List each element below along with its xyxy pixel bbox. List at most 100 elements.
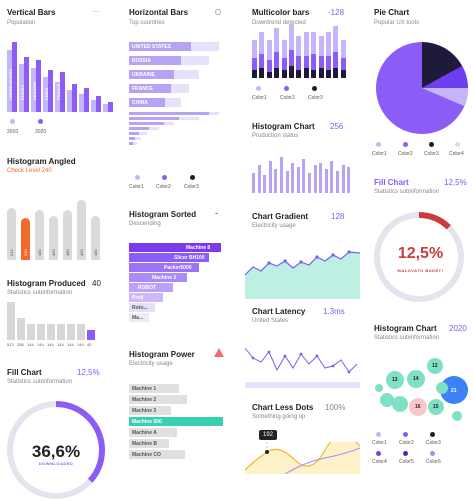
bar-2010 xyxy=(55,82,60,112)
bar-2020 xyxy=(108,102,113,112)
legend-label-3: Color3 xyxy=(426,440,441,446)
fill-ring-right xyxy=(374,212,464,302)
bar xyxy=(47,324,55,340)
fill-chart-right-card: Fill Chart 12,5% Statistics subinformati… xyxy=(367,172,474,312)
bar-segment xyxy=(333,52,339,68)
bar-main xyxy=(129,142,133,145)
bubble xyxy=(440,376,468,404)
bar xyxy=(280,157,283,193)
card-subtitle: Statistics subinformation xyxy=(374,335,440,341)
bar-main xyxy=(129,70,174,79)
bar-segment xyxy=(326,32,331,56)
legend-dot-1 xyxy=(376,142,381,147)
card-subtitle: Statistics subinformation xyxy=(7,290,73,296)
legend-label-2: Color2 xyxy=(156,184,171,190)
multicolor-bars-card: Multicolor bars -128 Downtrend detected … xyxy=(245,0,360,110)
legend-dot-1 xyxy=(376,432,381,437)
legend-dot-1 xyxy=(135,175,140,180)
bar-label: CHINA xyxy=(132,100,148,106)
bar-label: Machine A xyxy=(132,430,157,436)
legend-dot-6 xyxy=(430,451,435,456)
legend-dot-3 xyxy=(190,175,195,180)
data-point xyxy=(299,352,303,356)
bar xyxy=(324,169,328,193)
bar-label: Machine CO xyxy=(132,452,161,458)
chart-gradient-card: Chart Gradient 128 Electricity usage xyxy=(245,205,360,300)
bar-label: 144 xyxy=(77,342,84,347)
card-subtitle: Downtrend detected xyxy=(252,20,306,26)
bar xyxy=(129,303,155,312)
card-title: Histogram Sorted xyxy=(129,210,197,219)
bar-label: UKRAINE xyxy=(132,72,155,78)
bar-label: 144 xyxy=(47,342,54,347)
legend-dot-4 xyxy=(376,451,381,456)
menu-icon[interactable]: - xyxy=(215,208,218,218)
bar xyxy=(129,406,171,415)
bar xyxy=(129,439,169,448)
bubble-chart xyxy=(375,358,468,421)
bar-2020 xyxy=(96,96,101,112)
bubble xyxy=(427,358,443,374)
bar-segment xyxy=(259,68,265,78)
bar-segment xyxy=(281,40,287,58)
bar-label: 144 xyxy=(37,342,44,347)
bar-main xyxy=(129,122,164,125)
card-value: 12,5% xyxy=(444,178,467,187)
bar xyxy=(7,208,16,260)
legend-label-4: Color4 xyxy=(372,459,387,465)
legend-label-1: Color1 xyxy=(252,95,267,101)
bar-2010 xyxy=(67,90,72,112)
bar-segment xyxy=(296,36,302,56)
card-title: Chart Latency xyxy=(252,307,306,316)
card-value: 256 xyxy=(330,122,344,131)
legend-dot-3 xyxy=(430,432,435,437)
bar-label: 512 xyxy=(7,342,14,347)
ring-progress xyxy=(7,401,105,499)
bar xyxy=(35,210,44,260)
bar xyxy=(17,318,25,340)
bar-segment xyxy=(281,58,287,70)
ring-progress xyxy=(374,212,464,302)
bubble-label: 14 xyxy=(413,376,419,382)
histogram-power-card: Histogram Power Electricity usage Machin… xyxy=(122,342,240,474)
card-title: Vertical Bars xyxy=(7,8,56,17)
bubble xyxy=(392,396,408,412)
data-point xyxy=(283,259,287,263)
menu-icon[interactable]: ··· xyxy=(92,7,100,16)
chart-latency-card: Chart Latency 1.3ms United States xyxy=(245,300,360,395)
bar xyxy=(129,313,149,322)
card-subtitle: Electricity usage xyxy=(129,361,173,367)
bar-2010 xyxy=(19,64,24,112)
bar-label: UKRAINE xyxy=(32,81,37,100)
fill-percent: 12,5% xyxy=(397,245,444,262)
bar-2020 xyxy=(60,72,65,112)
area-fill xyxy=(245,252,360,299)
bubble xyxy=(436,382,448,394)
bar-label: 256 xyxy=(17,342,24,347)
bubble xyxy=(380,393,394,407)
data-point xyxy=(267,350,271,354)
bar-label: Ma... xyxy=(132,315,144,321)
bar-2010 xyxy=(43,77,48,112)
bar-main xyxy=(129,98,165,107)
legend-label-3: Color3 xyxy=(308,95,323,101)
legend-label-6: Color6 xyxy=(426,459,441,465)
data-point xyxy=(299,260,303,264)
warning-icon xyxy=(214,348,224,357)
bar-2020 xyxy=(48,70,53,112)
horizontal-bars-card: Horizontal Bars Top countries UNITED STA… xyxy=(122,0,240,200)
data-point xyxy=(347,250,351,254)
bar xyxy=(129,417,223,426)
bar xyxy=(263,175,267,193)
settings-icon[interactable] xyxy=(215,9,221,15)
bar-light xyxy=(129,142,137,145)
card-value: 100% xyxy=(325,403,346,412)
bar-segment xyxy=(266,72,272,78)
data-point xyxy=(331,364,335,368)
bar-label: 40 xyxy=(87,342,92,347)
bar xyxy=(67,324,75,340)
bar-segment xyxy=(289,24,294,50)
bar-main xyxy=(129,84,171,93)
bar-label: 512 xyxy=(9,249,14,256)
bar-label: 144 xyxy=(57,342,64,347)
